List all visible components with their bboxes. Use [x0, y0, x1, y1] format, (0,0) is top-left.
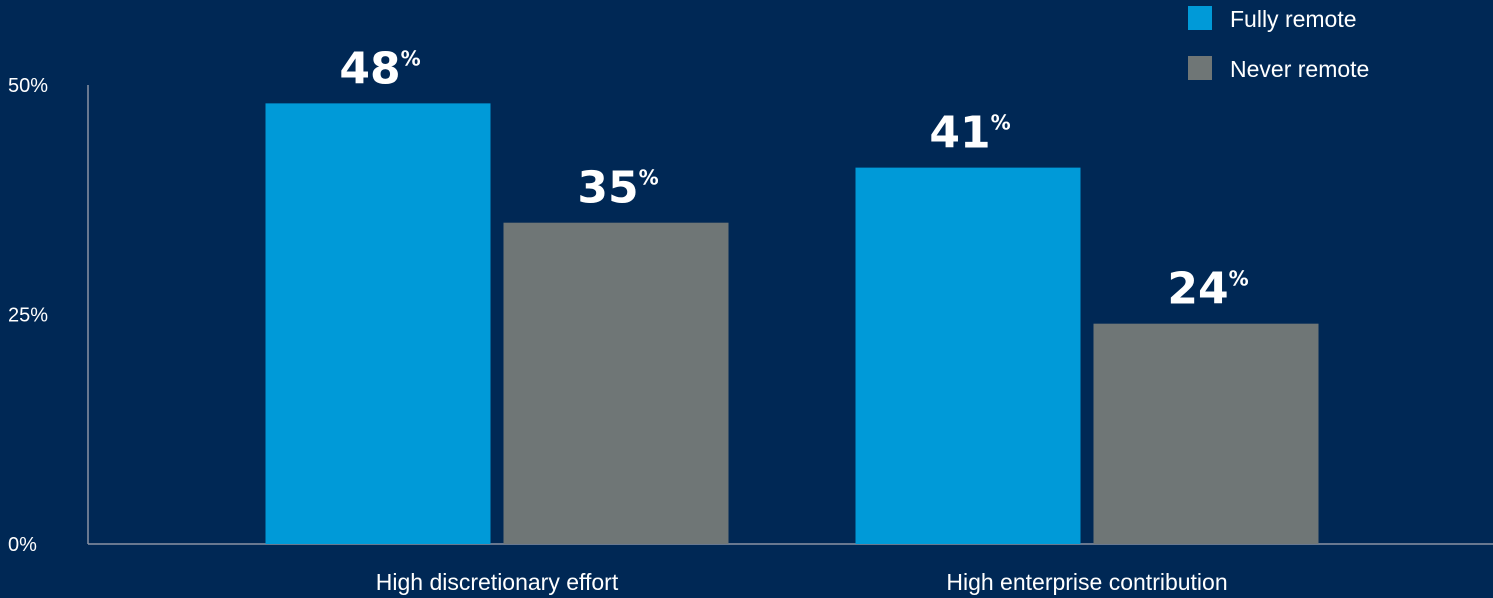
- data-label: 35%: [577, 163, 658, 214]
- legend-swatch: [1188, 6, 1212, 30]
- legend-label: Never remote: [1230, 56, 1369, 82]
- x-category-label: High discretionary effort: [376, 569, 619, 595]
- data-labels: 48% 35% 41% 24%: [339, 43, 1248, 314]
- x-category-label: High enterprise contribution: [946, 569, 1227, 595]
- bars: [265, 103, 1319, 545]
- y-tick-label: 25%: [8, 305, 48, 327]
- bar-never-remote: [503, 222, 729, 544]
- data-label: 24%: [1167, 264, 1248, 315]
- bar-fully-remote: [265, 103, 491, 545]
- data-label: 48%: [339, 43, 420, 94]
- legend-label: Fully remote: [1230, 6, 1357, 32]
- y-tick-label: 50%: [8, 75, 48, 97]
- bar-fully-remote: [855, 167, 1081, 544]
- legend: Fully remote Never remote: [1188, 6, 1369, 82]
- legend-swatch: [1188, 56, 1212, 80]
- bar-never-remote: [1093, 323, 1319, 544]
- data-label: 41%: [929, 108, 1010, 159]
- y-tick-label: 0%: [8, 534, 37, 556]
